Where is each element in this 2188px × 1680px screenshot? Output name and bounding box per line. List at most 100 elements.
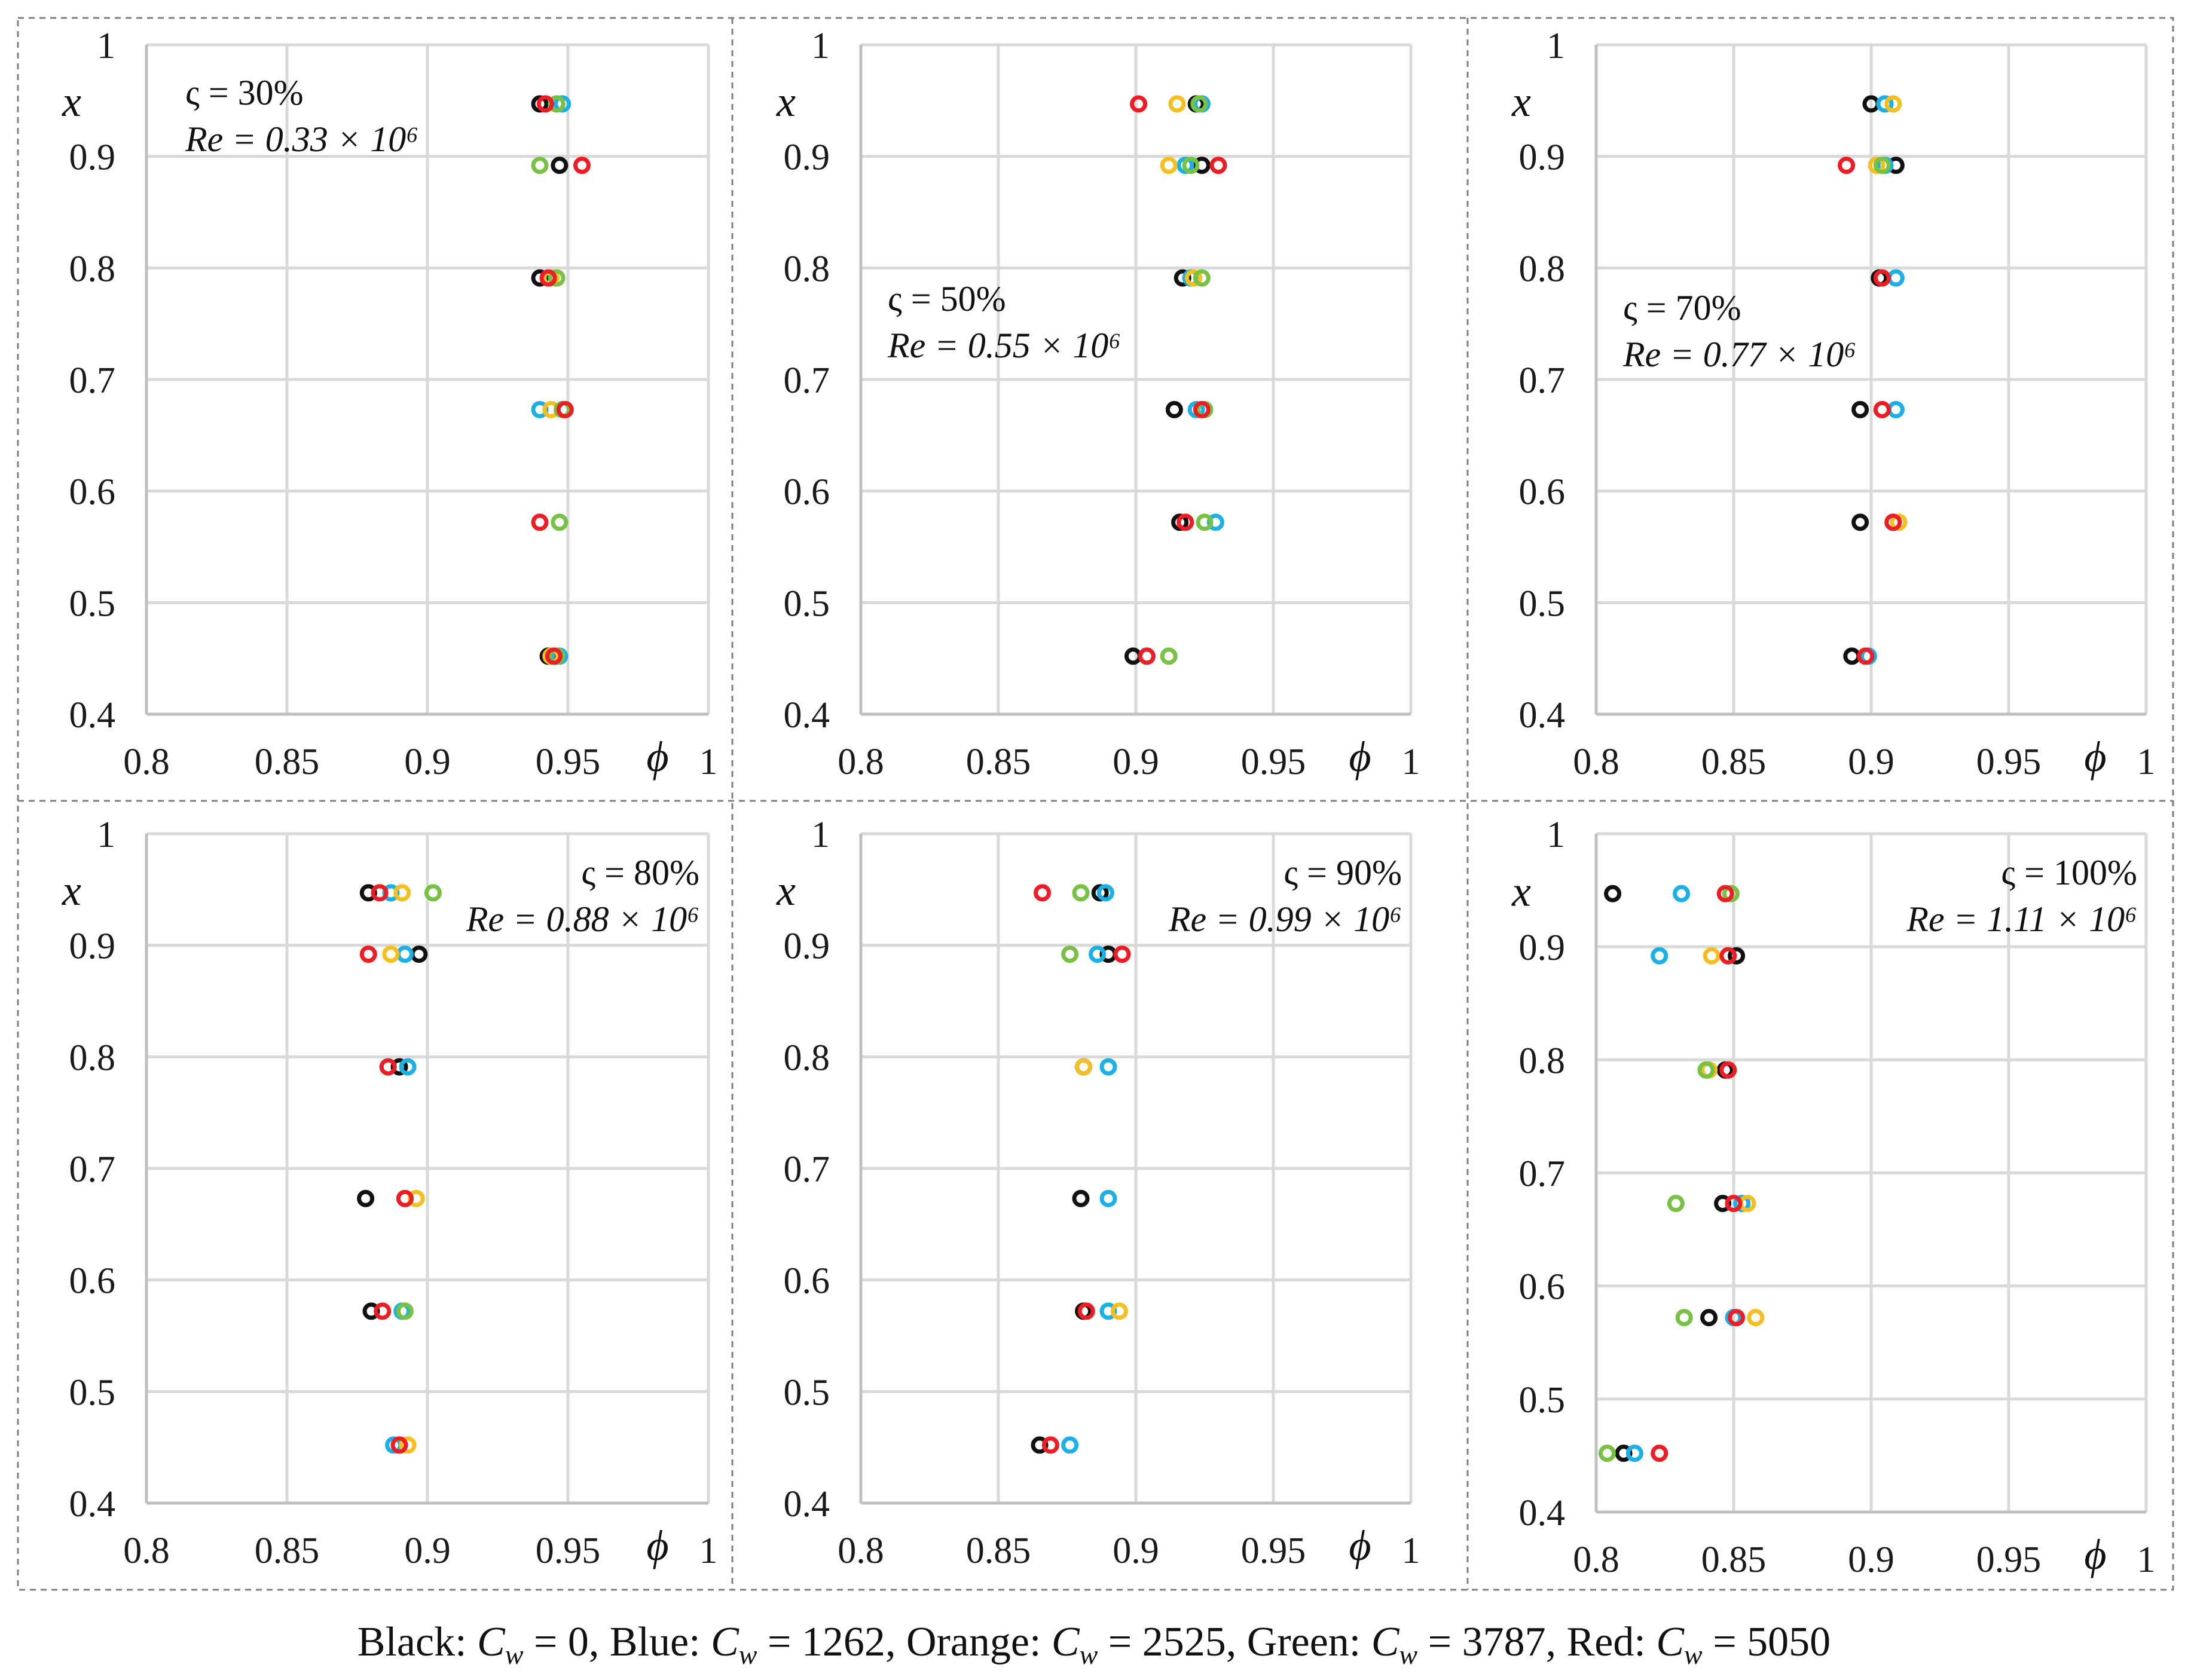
x-tick-label: 0.85 xyxy=(255,1531,320,1571)
x-tick-label: 0.8 xyxy=(123,742,170,782)
y-tick-label: 0.4 xyxy=(69,695,116,736)
y-tick-label: 0.8 xyxy=(69,249,116,289)
marker-red xyxy=(1041,1436,1059,1454)
re-annotation: Re = 0.88 × 10⁶ xyxy=(466,899,699,939)
y-tick-label: 0.8 xyxy=(1519,249,1566,289)
marker-blue xyxy=(1099,1058,1117,1076)
x-axis-label: ϕ xyxy=(1349,733,1371,781)
marker-blue xyxy=(1089,945,1107,963)
y-tick-label: 0.7 xyxy=(69,1149,116,1190)
marker-green xyxy=(1182,157,1200,175)
x-tick-label: 0.8 xyxy=(838,742,884,782)
y-tick-label: 0.4 xyxy=(1519,695,1566,736)
marker-black xyxy=(1174,269,1191,287)
legend-cw-symbol: C xyxy=(477,1619,506,1665)
y-tick-label: 0.7 xyxy=(1519,360,1566,401)
y-tick-label: 0.8 xyxy=(69,1038,116,1078)
outer-dashed-border xyxy=(17,17,2174,1591)
marker-green xyxy=(1193,269,1211,287)
re-annotation: Re = 0.77 × 10⁶ xyxy=(1622,335,1856,374)
marker-red xyxy=(1725,1195,1743,1213)
legend-label-orange: , Orange: xyxy=(885,1619,1052,1665)
marker-green xyxy=(1072,884,1090,902)
varsigma-annotation: ς = 30% xyxy=(185,73,304,112)
x-tick-label: 0.95 xyxy=(1976,1540,2042,1580)
marker-blue xyxy=(1099,1302,1117,1320)
y-tick-label: 0.5 xyxy=(1519,1380,1566,1421)
y-tick-label: 0.5 xyxy=(784,583,830,624)
marker-red xyxy=(1873,400,1891,418)
x-tick-label: 0.95 xyxy=(1241,742,1306,782)
marker-green xyxy=(551,513,569,531)
varsigma-annotation: ς = 80% xyxy=(581,853,699,892)
marker-black xyxy=(551,157,569,175)
varsigma-annotation: ς = 90% xyxy=(1284,853,1402,892)
y-tick-label: 1 xyxy=(811,815,830,855)
y-tick-label: 0.5 xyxy=(69,1372,116,1413)
y-tick-label: 0.5 xyxy=(784,1372,830,1413)
marker-orange xyxy=(393,884,411,902)
y-tick-label: 0.8 xyxy=(784,1038,830,1078)
marker-red xyxy=(1651,1445,1668,1462)
y-tick-label: 0.6 xyxy=(69,472,116,513)
marker-orange xyxy=(1110,1302,1128,1320)
x-tick-label: 0.9 xyxy=(1113,1531,1159,1571)
y-tick-label: 0.6 xyxy=(1519,1267,1566,1308)
legend-label-black: Black: xyxy=(357,1619,477,1665)
x-axis-label: ϕ xyxy=(2084,1531,2106,1578)
marker-orange xyxy=(1703,947,1721,965)
y-tick-label: 0.8 xyxy=(784,249,830,289)
marker-black xyxy=(1031,1436,1049,1454)
varsigma-annotation: ς = 100% xyxy=(2001,853,2137,892)
varsigma-annotation: ς = 70% xyxy=(1623,288,1741,328)
marker-red xyxy=(1113,945,1131,963)
x-tick-label: 0.9 xyxy=(1848,1540,1894,1580)
x-tick-label: 0.85 xyxy=(1701,1540,1767,1580)
marker-black xyxy=(1851,513,1869,531)
y-tick-label: 0.6 xyxy=(784,472,830,513)
x-tick-label: 0.9 xyxy=(1113,742,1159,782)
marker-green xyxy=(424,884,442,902)
y-tick-label: 0.5 xyxy=(1519,583,1566,624)
x-tick-label: 0.9 xyxy=(404,1531,451,1571)
x-tick-label: 1 xyxy=(699,1531,718,1571)
x-tick-label: 0.8 xyxy=(123,1531,170,1571)
marker-red xyxy=(545,647,563,665)
marker-red xyxy=(1716,885,1734,902)
marker-blue xyxy=(1206,513,1224,531)
y-axis-label: x xyxy=(1511,78,1531,126)
y-tick-label: 0.9 xyxy=(784,137,830,178)
x-tick-label: 1 xyxy=(2137,1540,2156,1580)
marker-red xyxy=(539,269,557,287)
re-annotation: Re = 0.33 × 10⁶ xyxy=(185,120,418,159)
x-tick-label: 0.95 xyxy=(536,742,601,782)
marker-green xyxy=(1190,95,1208,113)
y-tick-label: 1 xyxy=(811,26,830,66)
legend-cw-value: = 0 xyxy=(523,1619,588,1665)
x-tick-label: 0.85 xyxy=(255,742,320,782)
y-tick-label: 0.9 xyxy=(69,137,116,178)
legend-caption: Black: Cw = 0, Blue: Cw = 1262, Orange: … xyxy=(357,1619,1831,1670)
marker-red xyxy=(379,1058,397,1076)
x-tick-label: 1 xyxy=(699,742,718,782)
y-tick-label: 0.6 xyxy=(1519,472,1566,513)
marker-green xyxy=(1697,1061,1715,1079)
y-tick-label: 0.6 xyxy=(69,1261,116,1302)
marker-red xyxy=(1838,157,1856,175)
y-axis-label: x xyxy=(62,78,81,126)
legend-label-blue: , Blue: xyxy=(589,1619,711,1665)
marker-red xyxy=(1873,269,1891,287)
re-annotation: Re = 0.99 × 10⁶ xyxy=(1168,899,1402,939)
legend-cw-subscript: w xyxy=(1399,1639,1417,1670)
marker-red xyxy=(1176,513,1194,531)
panel-dividers xyxy=(17,17,2174,1591)
marker-green xyxy=(1598,1445,1616,1462)
legend-label-red: , Red: xyxy=(1546,1619,1657,1665)
marker-red xyxy=(1719,947,1737,965)
